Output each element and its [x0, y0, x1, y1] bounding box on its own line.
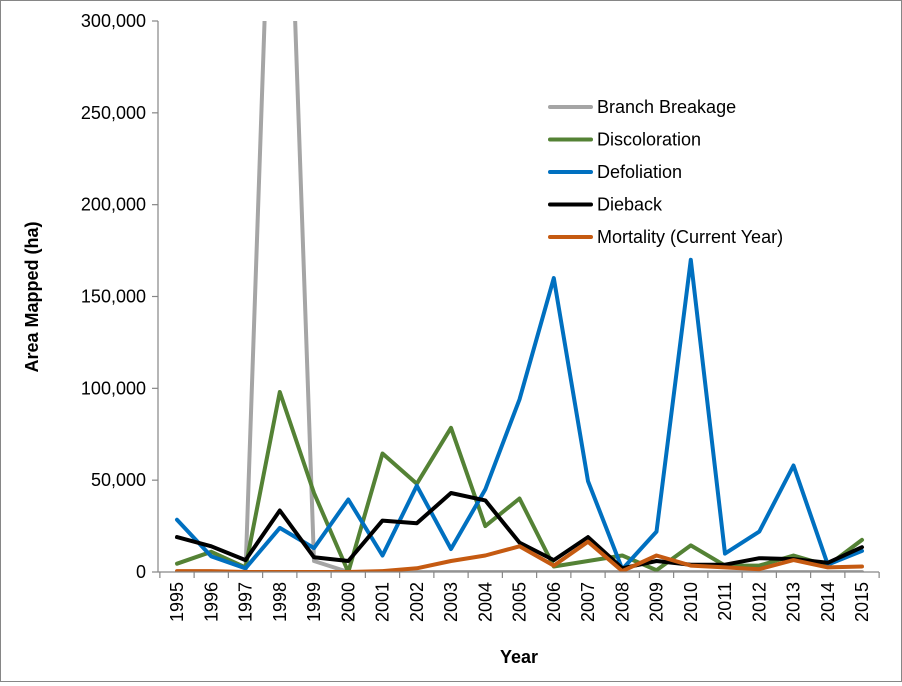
x-tick-label: 1998 [270, 582, 290, 622]
legend-label: Mortality (Current Year) [597, 227, 783, 247]
x-axis-title: Year [500, 647, 538, 667]
legend-label: Defoliation [597, 162, 682, 182]
x-tick-label: 2008 [612, 582, 632, 622]
x-tick-label: 1999 [304, 582, 324, 622]
x-tick-label: 1997 [236, 582, 256, 622]
legend-label: Discoloration [597, 130, 701, 150]
series-line-1 [175, 21, 864, 572]
series-line-4 [175, 491, 864, 571]
y-tick-label: 150,000 [81, 287, 146, 307]
x-tick-label: 2014 [818, 582, 838, 622]
x-tick-label: 2012 [749, 582, 769, 622]
x-tick-label: 2002 [407, 582, 427, 622]
y-tick-label: 200,000 [81, 195, 146, 215]
y-tick-label: 250,000 [81, 103, 146, 123]
x-tick-label: 2015 [852, 582, 872, 622]
y-tick-label: 300,000 [81, 11, 146, 31]
x-tick-label: 2001 [373, 582, 393, 622]
series-line-2 [175, 390, 864, 572]
y-tick-label: 0 [136, 562, 146, 582]
x-tick-label: 1995 [167, 582, 187, 622]
x-tick-label: 2003 [441, 582, 461, 622]
legend-label: Dieback [597, 195, 663, 215]
x-tick-label: 2006 [544, 582, 564, 622]
x-tick-label: 2004 [475, 582, 495, 622]
y-axis-title: Area Mapped (ha) [22, 221, 42, 372]
x-tick-label: 2005 [510, 582, 530, 622]
x-tick-label: 2013 [784, 582, 804, 622]
x-tick-label: 1996 [201, 582, 221, 622]
x-tick-label: 2010 [681, 582, 701, 622]
x-tick-label: 2011 [715, 582, 735, 621]
y-tick-label: 50,000 [91, 470, 146, 490]
x-tick-label: 2009 [647, 582, 667, 622]
series-line-5 [175, 539, 864, 572]
x-axis-ticks: 1995 1996 1997 1998 1999 2000 2001 2002 2003 2004… [159, 572, 880, 622]
y-tick-label: 100,000 [81, 378, 146, 398]
series-line-3 [175, 257, 864, 572]
x-tick-label: 2007 [578, 582, 598, 622]
series-layer [175, 21, 864, 572]
y-axis-ticks: 0 50,000 100,000 150,000 200,000 250,000 300,0… [81, 11, 158, 582]
x-tick-label: 2000 [338, 582, 358, 622]
legend-label: Branch Breakage [597, 97, 736, 117]
legend: Branch Breakage Discoloration Defoliation D… [548, 97, 783, 247]
